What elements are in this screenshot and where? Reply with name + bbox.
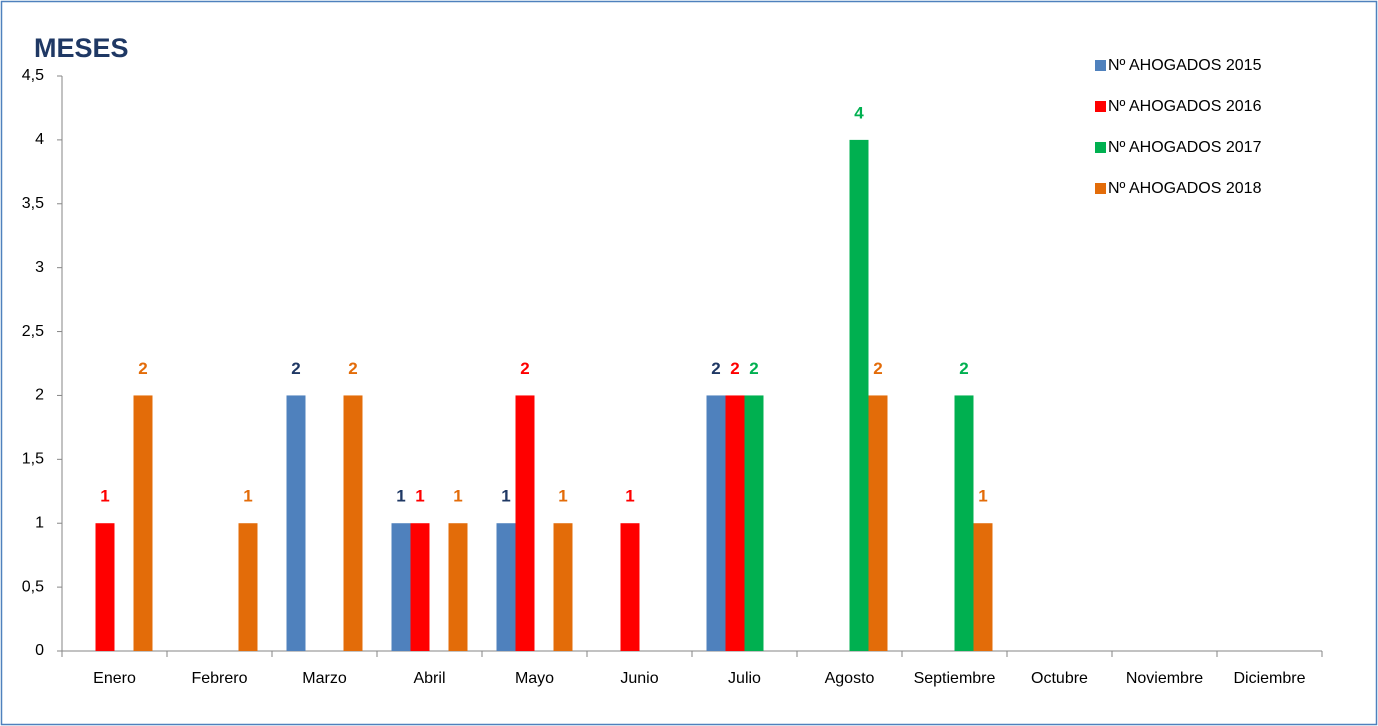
x-tick-label: Marzo: [302, 670, 347, 687]
bar: [343, 395, 363, 651]
bar: [95, 523, 115, 651]
bar: [448, 523, 468, 651]
data-label: 1: [625, 487, 634, 506]
data-label: 2: [138, 359, 147, 378]
data-label: 1: [453, 487, 462, 506]
bar: [973, 523, 993, 651]
bar: [954, 395, 974, 651]
bar: [706, 395, 726, 651]
legend-label: Nº AHOGADOS 2017: [1108, 139, 1262, 156]
y-tick-label: 4,5: [22, 67, 44, 84]
bar: [515, 395, 535, 651]
x-tick-label: Diciembre: [1233, 670, 1305, 687]
bar: [391, 523, 411, 651]
bar: [868, 395, 888, 651]
data-label: 1: [415, 487, 424, 506]
data-label: 4: [854, 103, 864, 122]
bar: [620, 523, 640, 651]
data-label: 2: [520, 359, 529, 378]
y-tick-label: 2: [35, 387, 44, 404]
data-label: 2: [711, 359, 720, 378]
y-tick-label: 2,5: [22, 323, 44, 340]
bar: [496, 523, 516, 651]
y-tick-label: 4: [35, 131, 44, 148]
data-label: 1: [100, 487, 109, 506]
data-label: 2: [873, 359, 882, 378]
bar: [410, 523, 430, 651]
legend-swatch: [1095, 101, 1106, 112]
data-label: 1: [243, 487, 252, 506]
legend-swatch: [1095, 142, 1106, 153]
x-tick-label: Abril: [413, 670, 445, 687]
x-tick-label: Agosto: [825, 670, 875, 687]
data-label: 1: [396, 487, 405, 506]
bar: [725, 395, 745, 651]
data-label: 1: [978, 487, 987, 506]
data-label: 2: [730, 359, 739, 378]
data-label: 2: [959, 359, 968, 378]
legend-label: Nº AHOGADOS 2018: [1108, 180, 1262, 197]
legend-label: Nº AHOGADOS 2015: [1108, 57, 1262, 74]
x-tick-label: Octubre: [1031, 670, 1088, 687]
y-tick-label: 1,5: [22, 451, 44, 468]
y-tick-label: 0,5: [22, 578, 44, 595]
legend-swatch: [1095, 183, 1106, 194]
x-tick-label: Junio: [620, 670, 658, 687]
x-tick-label: Julio: [728, 670, 761, 687]
bar: [553, 523, 573, 651]
chart-title: MESES: [34, 33, 129, 63]
x-tick-label: Septiembre: [914, 670, 996, 687]
data-label: 1: [558, 487, 567, 506]
data-label: 1: [501, 487, 510, 506]
legend-label: Nº AHOGADOS 2016: [1108, 98, 1262, 115]
y-tick-label: 3,5: [22, 195, 44, 212]
y-tick-label: 0: [35, 642, 44, 659]
bar: [849, 139, 869, 651]
bar: [238, 523, 258, 651]
bar: [133, 395, 153, 651]
y-tick-label: 1: [35, 514, 44, 531]
y-tick-label: 3: [35, 259, 44, 276]
legend-swatch: [1095, 60, 1106, 71]
x-tick-label: Enero: [93, 670, 136, 687]
data-label: 2: [291, 359, 300, 378]
data-label: 2: [348, 359, 357, 378]
bar: [744, 395, 764, 651]
x-tick-label: Febrero: [191, 670, 247, 687]
data-label: 2: [749, 359, 758, 378]
x-tick-label: Mayo: [515, 670, 554, 687]
bar: [286, 395, 306, 651]
x-tick-label: Noviembre: [1126, 670, 1203, 687]
